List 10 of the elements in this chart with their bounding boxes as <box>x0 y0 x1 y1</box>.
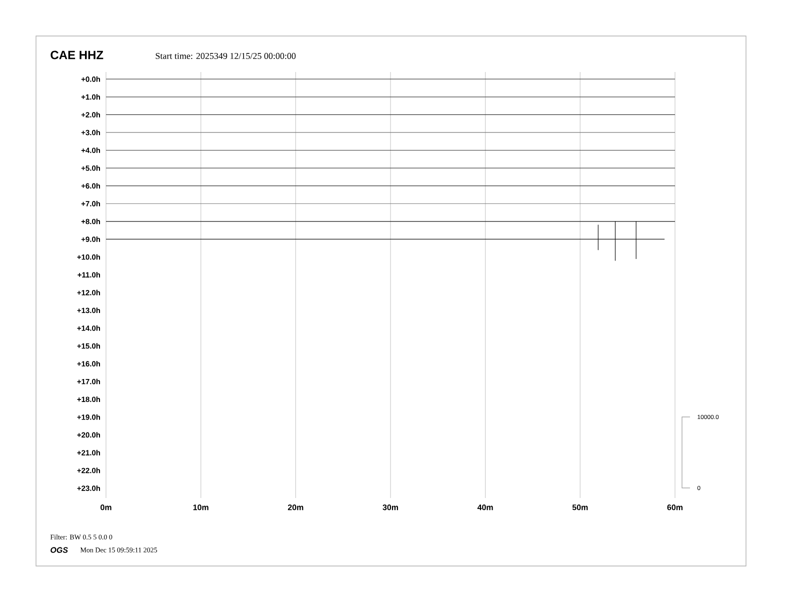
x-tick-label: 40m <box>477 504 493 510</box>
x-tick-label: 0m <box>100 504 112 510</box>
chart-title: CAE HHZ <box>50 50 104 60</box>
x-tick-label: 30m <box>382 504 398 510</box>
x-tick-label: 10m <box>193 504 208 510</box>
x-tick-label: 60m <box>667 504 683 510</box>
text: OGS <box>50 547 68 553</box>
x-tick-label: 20m <box>288 504 304 510</box>
x-tick-label: 50m <box>572 504 588 510</box>
chart-subtitle: Start time: 2025349 12/15/25 00:00:00 <box>156 52 296 60</box>
